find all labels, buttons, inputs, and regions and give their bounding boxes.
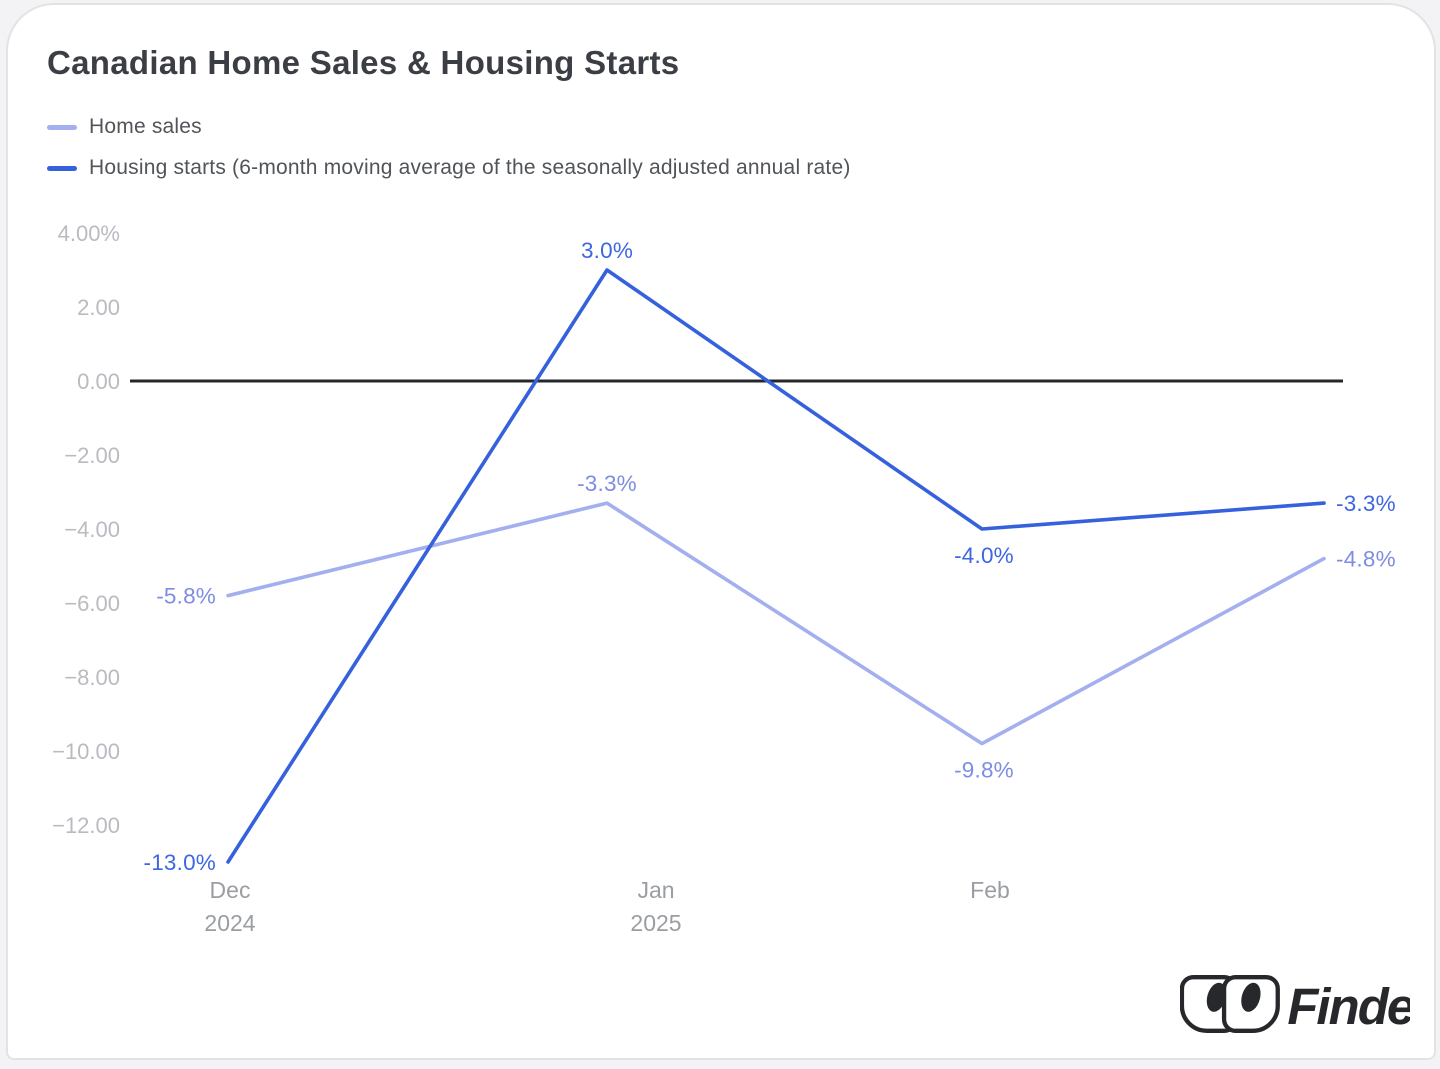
series-line bbox=[226, 268, 1326, 864]
data-point-label: 3.0% bbox=[581, 238, 633, 263]
y-axis-tick-label: 2.00 bbox=[77, 295, 120, 320]
finder-eyes-icon: Finder bbox=[1179, 975, 1438, 1035]
data-point-label: -13.0% bbox=[144, 850, 217, 875]
y-axis-tick-label: −12.00 bbox=[52, 813, 120, 838]
home-sales-line-swatch-icon bbox=[47, 124, 77, 130]
x-axis-tick-label: Jan bbox=[637, 877, 674, 903]
x-axis-tick-label: Feb bbox=[970, 877, 1010, 903]
data-point-label: -5.8% bbox=[156, 584, 216, 609]
y-axis-tick-label: 4.00% bbox=[58, 221, 120, 246]
y-axis-tick-label: −2.00 bbox=[64, 443, 120, 468]
y-axis-tick-label: −6.00 bbox=[64, 591, 120, 616]
y-axis-tick-label: −10.00 bbox=[52, 739, 120, 764]
legend-label: Housing starts (6-month moving average o… bbox=[89, 156, 851, 179]
data-point-label: -9.8% bbox=[954, 758, 1014, 783]
housing-starts-line-swatch-icon bbox=[47, 165, 77, 171]
legend-label: Home sales bbox=[89, 115, 202, 138]
legend-item-housing-starts: Housing starts (6-month moving average o… bbox=[47, 156, 851, 180]
data-point-label: -3.3% bbox=[577, 471, 637, 496]
x-axis-tick-sublabel: 2025 bbox=[630, 910, 681, 936]
y-axis-tick-label: 0.00 bbox=[77, 369, 120, 394]
legend-item-home-sales: Home sales bbox=[47, 115, 851, 139]
x-axis-tick-sublabel: 2024 bbox=[204, 910, 255, 936]
chart-legend: Home sales Housing starts (6-month movin… bbox=[47, 115, 851, 197]
data-point-label: -4.0% bbox=[954, 543, 1014, 568]
x-axis-tick-label: Dec bbox=[210, 877, 251, 903]
series-line bbox=[226, 501, 1326, 746]
chart-card bbox=[6, 3, 1436, 1060]
page-title: Canadian Home Sales & Housing Starts bbox=[47, 44, 680, 81]
finder-brand-logo: Finder bbox=[1179, 972, 1438, 1036]
data-point-label: -3.3% bbox=[1336, 491, 1396, 516]
y-axis-tick-label: −4.00 bbox=[64, 517, 120, 542]
brand-text: Finder bbox=[1287, 978, 1410, 1035]
y-axis-tick-label: −8.00 bbox=[64, 665, 120, 690]
data-point-label: -4.8% bbox=[1336, 547, 1396, 572]
